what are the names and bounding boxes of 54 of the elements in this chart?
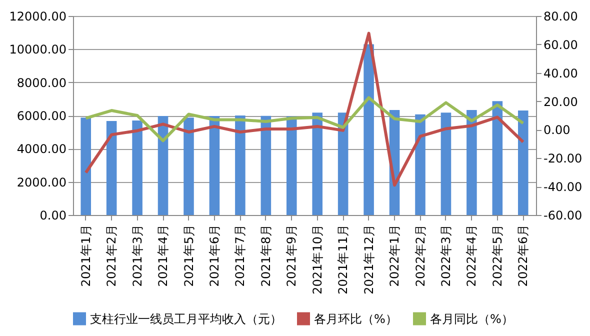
x-tick-label: 2021年4月 bbox=[156, 224, 170, 287]
y-tick-label: 2000.00 bbox=[16, 175, 66, 190]
bar bbox=[106, 120, 117, 215]
x-tick-label: 2021年1月 bbox=[78, 224, 93, 287]
x-tick-label: 2021年11月 bbox=[336, 224, 350, 294]
x-tick-label: 2022年5月 bbox=[490, 224, 504, 287]
bar bbox=[184, 118, 194, 215]
y2-tick-label: -40.00 bbox=[544, 180, 582, 194]
legend-label: 支柱行业一线员工月平均收入（元） bbox=[90, 312, 282, 326]
y-tick-label: 4000.00 bbox=[16, 142, 66, 156]
y2-tick-label: 60.00 bbox=[544, 38, 578, 52]
bar bbox=[518, 110, 528, 215]
y2-tick-label: -60.00 bbox=[544, 208, 582, 222]
legend-label: 各月同比（%） bbox=[430, 312, 514, 326]
y-tick-label: 12000.00 bbox=[9, 10, 66, 24]
bar bbox=[466, 110, 477, 215]
bar bbox=[158, 116, 168, 215]
legend-label: 各月环比（%） bbox=[314, 312, 398, 326]
x-tick-label: 2022年2月 bbox=[413, 224, 428, 287]
y-tick-label: 10000.00 bbox=[9, 42, 66, 57]
x-tick-label: 2021年10月 bbox=[310, 224, 324, 294]
bar bbox=[415, 114, 426, 215]
y-tick-label: 8000.00 bbox=[16, 76, 66, 90]
y-tick-label: 6000.00 bbox=[16, 109, 66, 123]
y2-tick-label: -20.00 bbox=[544, 152, 582, 166]
bar bbox=[260, 116, 272, 215]
x-tick-label: 2021年12月 bbox=[362, 224, 376, 294]
x-tick-label: 2022年1月 bbox=[388, 224, 402, 287]
bar bbox=[312, 112, 323, 215]
bar bbox=[492, 101, 503, 215]
x-tick-label: 2021年2月 bbox=[104, 224, 119, 287]
x-tick-label: 2021年8月 bbox=[258, 224, 273, 287]
x-tick-label: 2022年4月 bbox=[464, 224, 479, 287]
bar bbox=[235, 116, 246, 215]
y-tick-label: 0.00 bbox=[40, 208, 66, 222]
x-tick-label: 2022年3月 bbox=[438, 224, 453, 287]
line-series bbox=[84, 32, 525, 187]
bar bbox=[440, 112, 452, 215]
bar bbox=[132, 120, 142, 215]
bar bbox=[209, 116, 220, 215]
y2-tick-label: 20.00 bbox=[544, 94, 578, 109]
x-tick-label: 2021年3月 bbox=[130, 224, 144, 287]
y2-tick-label: 80.00 bbox=[544, 10, 578, 24]
line-series bbox=[84, 96, 525, 142]
x-tick-label: 2021年6月 bbox=[207, 224, 222, 287]
bar bbox=[364, 44, 374, 215]
y2-tick-label: 40.00 bbox=[544, 66, 578, 80]
y2-tick-label: 0.00 bbox=[544, 123, 570, 138]
bar bbox=[80, 118, 92, 215]
x-tick-label: 2021年5月 bbox=[182, 224, 196, 287]
x-tick-label: 2022年6月 bbox=[516, 224, 530, 287]
x-tick-label: 2021年9月 bbox=[284, 224, 299, 287]
x-tick-label: 2021年7月 bbox=[233, 224, 248, 287]
bar bbox=[286, 116, 297, 215]
